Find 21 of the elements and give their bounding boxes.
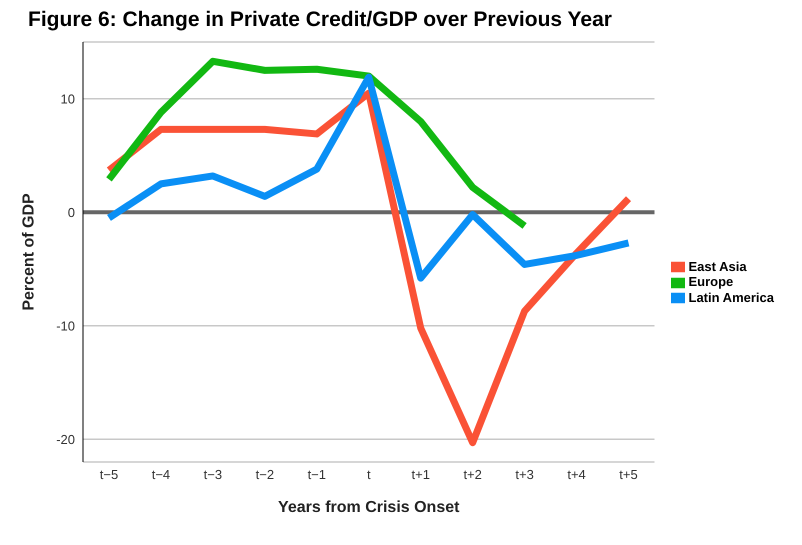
x-tick-label: t+3	[515, 467, 534, 482]
x-axis-title: Years from Crisis Onset	[278, 499, 460, 516]
x-tick-label: t−4	[152, 467, 170, 482]
chart-title: Figure 6: Change in Private Credit/GDP over Previous Year	[28, 8, 613, 32]
y-tick-label: -20	[56, 432, 75, 447]
x-tick-label: t+1	[411, 467, 430, 482]
x-tick-label: t+4	[567, 467, 586, 482]
x-tick-label: t+5	[619, 467, 638, 482]
x-tick-label: t+2	[463, 467, 482, 482]
y-tick-label: -10	[56, 318, 75, 334]
x-tick-label: t−1	[308, 467, 326, 482]
y-tick-label: 10	[60, 91, 75, 106]
legend-label: Europe	[688, 274, 734, 290]
legend-label: East Asia	[688, 258, 747, 274]
legend-label: Latin America	[688, 290, 774, 305]
y-tick-label: 0	[68, 204, 75, 220]
x-tick-label: t−5	[100, 467, 118, 482]
x-tick-label: t	[366, 467, 371, 482]
y-axis-title: Percent of GDP	[20, 192, 38, 311]
x-tick-label: t−2	[256, 467, 274, 482]
x-tick-label: t−3	[204, 467, 222, 482]
